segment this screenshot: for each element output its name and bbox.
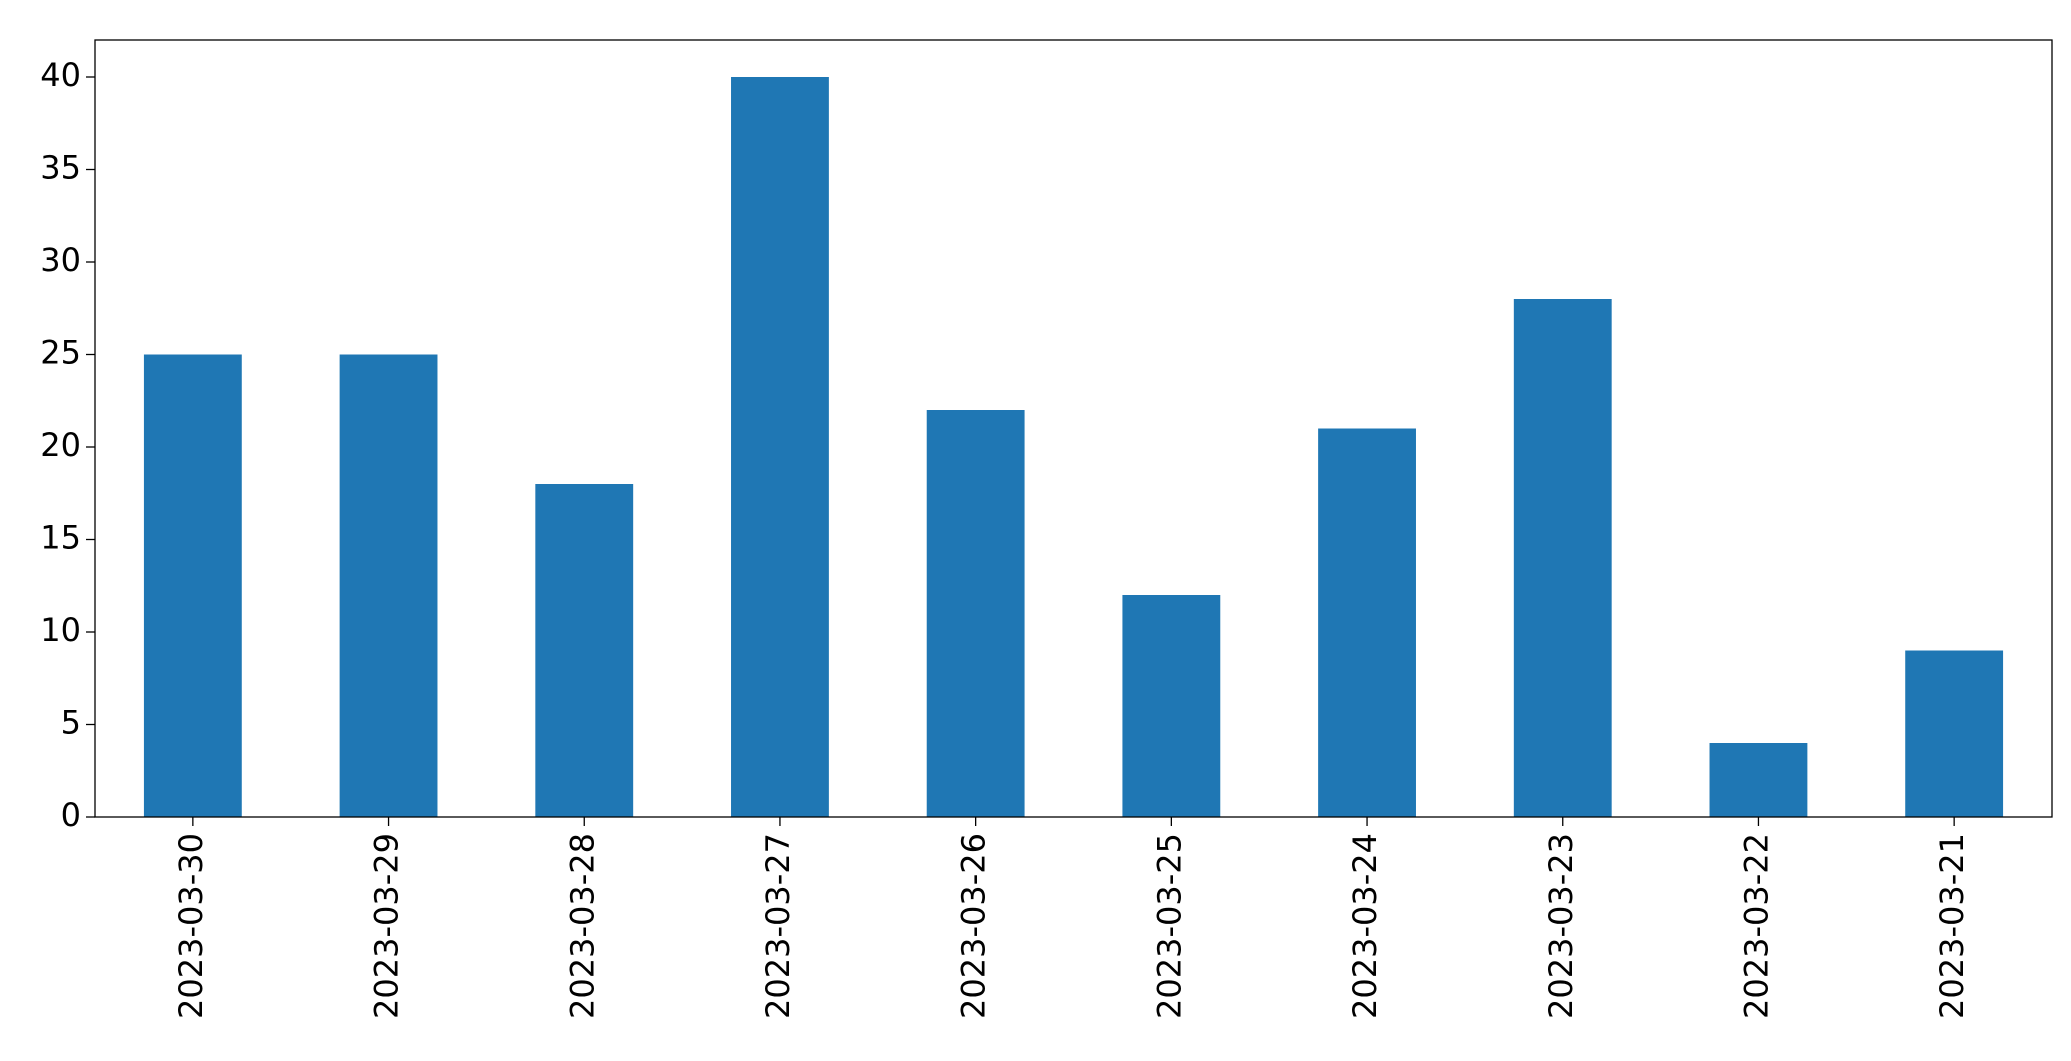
x-tick-label: 2023-03-23 [1542,833,1580,1019]
x-tick-label: 2023-03-30 [172,833,210,1019]
x-tick-label: 2023-03-28 [563,833,601,1019]
plot-frame [94,39,2053,818]
bar [339,354,438,817]
x-tick-label: 2023-03-24 [1346,833,1384,1019]
bar [535,484,634,817]
bar [1709,743,1808,817]
y-tick-label: 15 [40,519,81,557]
y-tick-label: 30 [40,241,81,279]
x-tick-label: 2023-03-22 [1737,833,1775,1019]
bar [731,77,829,817]
y-tick-label: 25 [40,334,81,372]
x-tick-label: 2023-03-25 [1150,833,1188,1019]
x-tick-label: 2023-03-26 [955,833,993,1019]
y-tick-label: 5 [61,704,81,742]
y-tick-label: 35 [40,149,81,187]
bar [926,410,1025,817]
x-tick-label: 2023-03-29 [368,833,406,1019]
bar [1905,650,2004,817]
x-tick-label: 2023-03-21 [1933,833,1971,1019]
y-tick-label: 10 [40,611,81,649]
y-tick-label: 0 [61,796,81,834]
y-tick-label: 40 [40,56,81,94]
x-tick-label: 2023-03-27 [759,833,797,1019]
bar [1318,428,1416,817]
bar [143,354,242,817]
bar [1122,595,1221,817]
bar [1513,299,1612,817]
y-tick-label: 20 [40,426,81,464]
